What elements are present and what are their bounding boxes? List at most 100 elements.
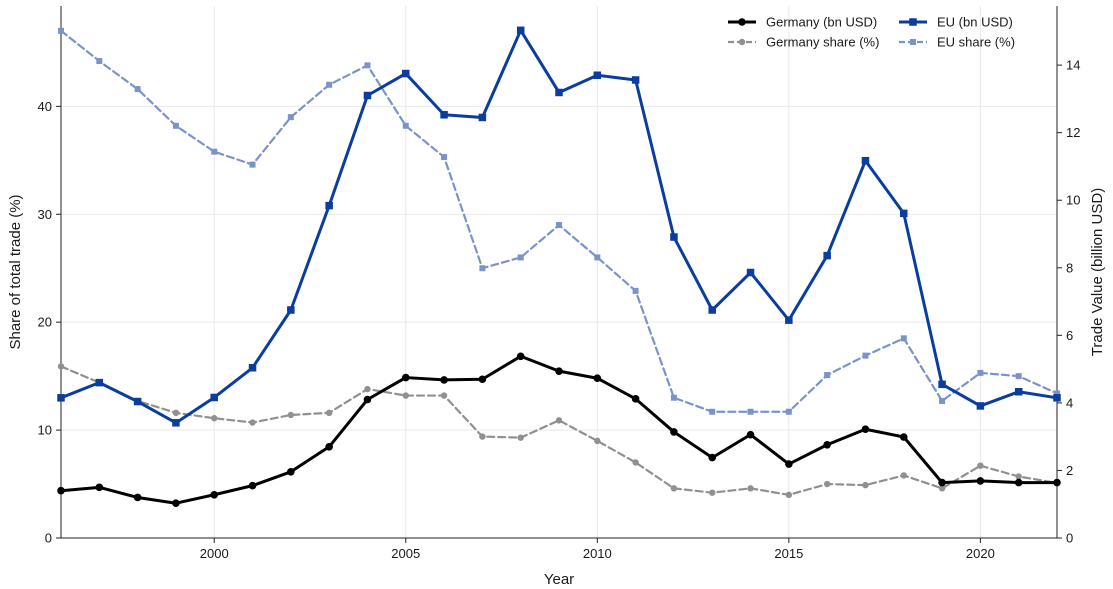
germany-bn-usd-point: [172, 499, 180, 508]
germany-bn-usd-point: [287, 467, 295, 476]
germany-share-point: [364, 385, 371, 393]
x-axis-title: Year: [544, 571, 574, 588]
germany-share-point: [670, 485, 678, 492]
eu-bn-usd-point: [325, 201, 333, 210]
eu-share-point: [479, 265, 486, 272]
germany-share-point: [57, 363, 65, 370]
germany-share-point: [823, 480, 831, 488]
x-tick-label: 2000: [200, 546, 229, 561]
eu-bn-usd-point: [631, 76, 640, 84]
eu-bn-usd-point: [670, 233, 678, 241]
left-y-tick-label: 10: [38, 423, 52, 438]
axes: 2000 2005 2010 2015 2020 0 10 20 30 40 0 2 4 6 8 10 12 14: [38, 6, 1080, 561]
germany-bn-usd-point: [631, 395, 640, 403]
right-y-tick-label: 6: [1066, 328, 1073, 343]
eu-bn-usd-point: [363, 91, 372, 100]
grid-lines: [61, 6, 1057, 539]
germany-share-point: [249, 419, 256, 426]
eu-share-line: [59, 29, 1059, 413]
germany-bn-usd-point: [57, 486, 65, 495]
eu-bn-usd-point: [516, 26, 525, 35]
eu-share-point: [939, 397, 946, 404]
germany-bn-usd-point: [938, 478, 946, 487]
right-y-tick-label: 8: [1066, 260, 1073, 275]
germany-share-series: [57, 363, 1061, 499]
germany-share-point: [900, 472, 907, 479]
eu-share-point: [58, 27, 64, 34]
germany-bn-usd-point: [899, 433, 908, 441]
eu-share-point: [249, 161, 256, 168]
x-tick-label: 2020: [966, 546, 995, 561]
germany-bn-usd-point: [95, 483, 104, 492]
legend-marker: [909, 18, 917, 26]
germany-bn-usd-point: [210, 490, 219, 499]
germany-share-point: [632, 459, 639, 466]
germany-share-line: [59, 365, 1059, 496]
legend-entry-eu-bn-usd: EU (bn USD): [899, 15, 1013, 30]
germany-share-point: [287, 411, 295, 419]
eu-bn-usd-point: [1014, 387, 1023, 396]
eu-share-point: [1054, 390, 1060, 397]
eu-share-point: [441, 154, 448, 161]
germany-bn-usd-point: [708, 453, 717, 462]
eu-share-point: [670, 394, 677, 401]
legend-label: EU (bn USD): [937, 15, 1013, 30]
legend-entry-germany-bn-usd: Germany (bn USD): [728, 15, 877, 30]
eu-share-point: [364, 62, 371, 69]
x-tick-label: 2015: [774, 546, 803, 561]
eu-share-point: [862, 352, 869, 359]
eu-bn-usd-point: [861, 156, 870, 165]
germany-bn-usd-point: [478, 375, 487, 384]
germany-share-point: [325, 409, 333, 417]
legend-entry-eu-share: EU share (%): [899, 35, 1015, 50]
eu-bn-usd-series: [57, 26, 1061, 427]
legend-marker: [910, 39, 916, 45]
germany-bn-usd-point: [248, 481, 257, 490]
eu-bn-usd-point: [57, 394, 65, 402]
germany-share-point: [785, 491, 793, 499]
germany-bn-usd-point: [823, 440, 831, 449]
germany-share-point: [594, 437, 601, 445]
eu-share-point: [594, 254, 601, 261]
germany-bn-usd-point: [516, 352, 525, 361]
eu-bn-usd-point: [900, 209, 908, 218]
eu-share-point: [556, 222, 562, 229]
right-y-tick-label: 4: [1066, 395, 1073, 410]
eu-bn-usd-point: [287, 306, 295, 314]
eu-bn-usd-point: [172, 419, 180, 427]
germany-bn-usd-point: [363, 395, 372, 404]
legend-label: Germany share (%): [766, 35, 879, 50]
germany-share-point: [402, 392, 409, 399]
eu-share-point: [517, 254, 524, 261]
germany-bn-usd-point: [976, 477, 985, 485]
eu-bn-usd-point: [95, 378, 104, 387]
eu-share-point: [632, 287, 639, 294]
germany-share-point: [709, 489, 716, 496]
germany-share-point: [1015, 473, 1022, 480]
germany-share-point: [555, 417, 563, 424]
eu-bn-usd-point: [785, 316, 793, 324]
germany-bn-usd-point: [133, 493, 142, 502]
legend-marker: [738, 38, 746, 46]
eu-share-point: [709, 408, 716, 415]
eu-bn-usd-point: [593, 71, 602, 79]
germany-bn-usd-point: [555, 367, 563, 375]
germany-bn-usd-point: [325, 443, 333, 451]
eu-share-point: [211, 148, 218, 155]
right-y-tick-label: 0: [1066, 531, 1073, 546]
eu-bn-usd-point: [210, 393, 218, 402]
eu-bn-usd-point: [248, 364, 257, 372]
eu-share-point: [287, 114, 294, 121]
legend-entry-germany-share: Germany share (%): [728, 35, 879, 50]
germany-bn-usd-point: [593, 374, 602, 383]
left-y-tick-label: 20: [38, 315, 52, 330]
germany-bn-usd-point: [785, 460, 793, 468]
eu-share-point: [402, 122, 409, 129]
germany-share-point: [517, 434, 524, 441]
eu-bn-usd-point: [478, 113, 487, 122]
germany-share-point: [479, 433, 486, 440]
eu-share-point: [134, 86, 141, 93]
left-y-tick-label: 0: [45, 531, 52, 546]
x-tick-label: 2005: [391, 546, 420, 561]
